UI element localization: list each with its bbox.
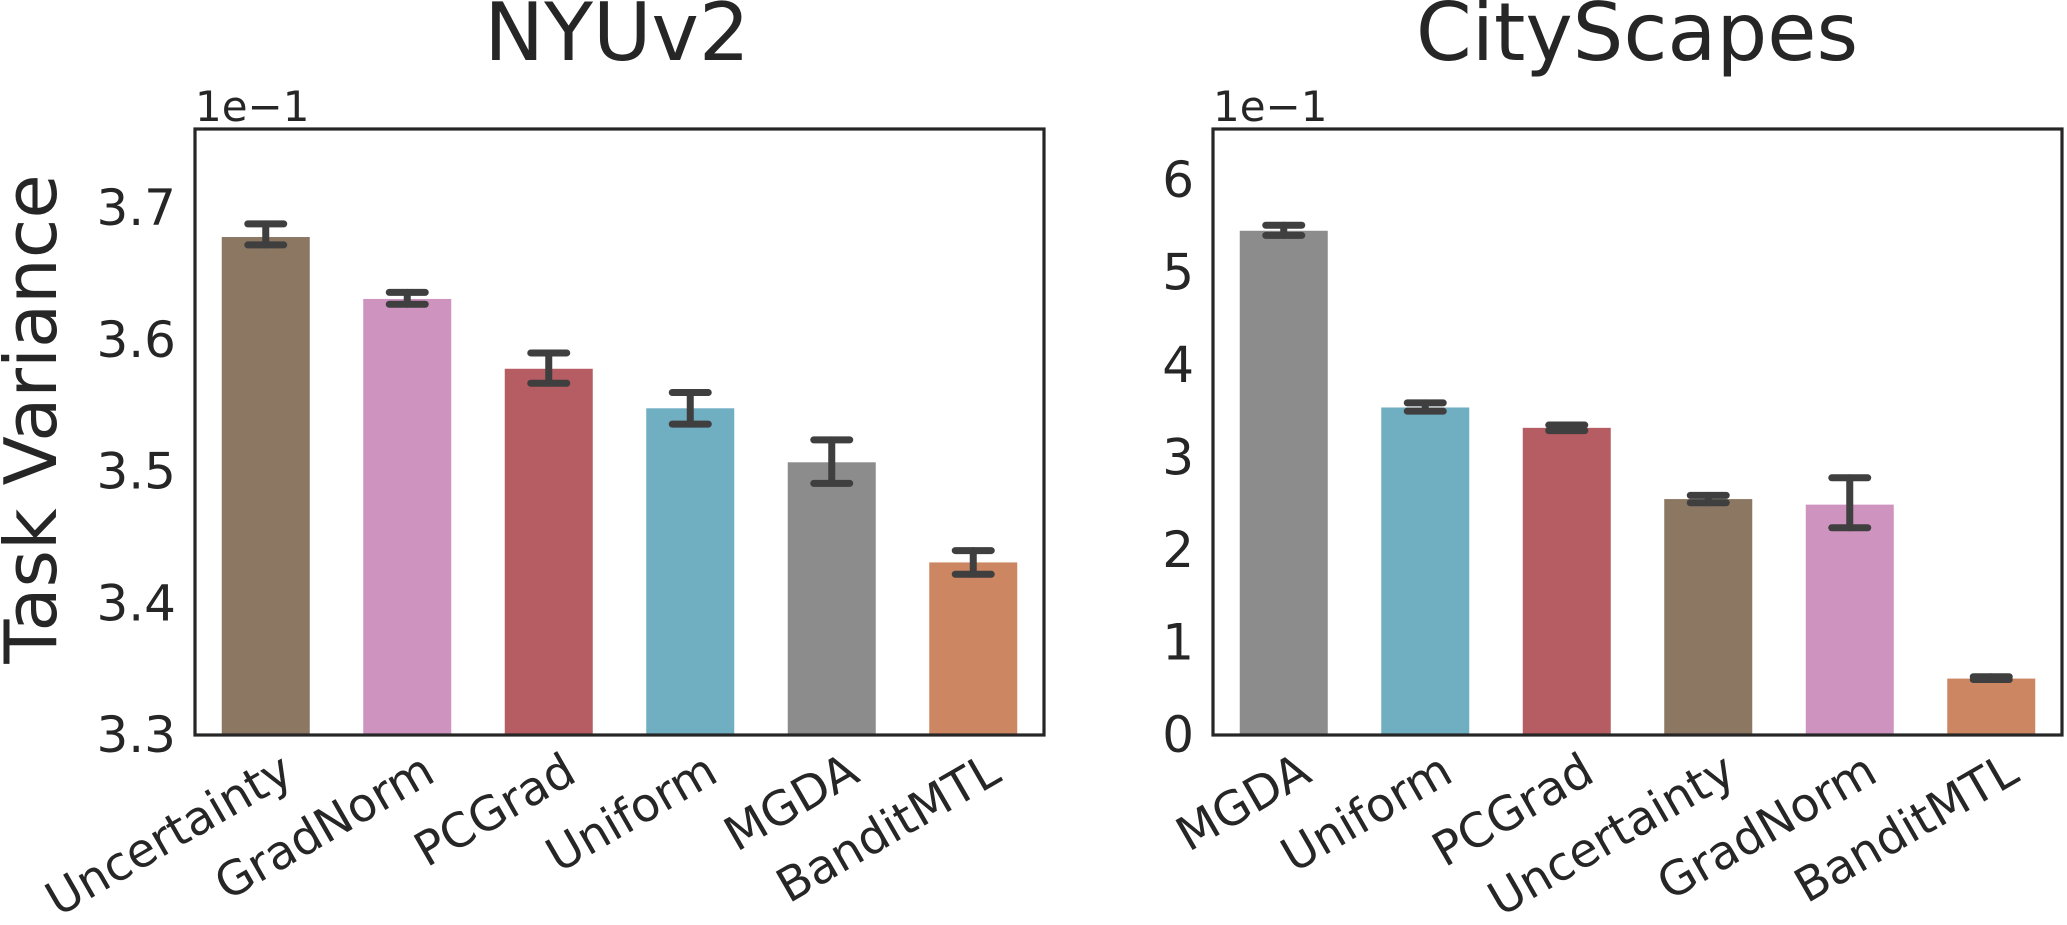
bar-uncertainty bbox=[1664, 499, 1753, 735]
chart-panel-nyuv2: NYUv2 Task Variance 1e−1 3.3 3.4 3.5 3.6 3.7… bbox=[0, 0, 1046, 925]
y-tick-label: 3.7 bbox=[96, 179, 176, 237]
x-ticks-nyuv2: UncertaintyGradNormPCGradUniformMGDABand… bbox=[36, 743, 1009, 925]
y-ticks-nyuv2: 3.3 3.4 3.5 3.6 3.7 bbox=[96, 179, 176, 764]
y-tick-label: 3.5 bbox=[96, 443, 176, 501]
y-tick-label: 3.3 bbox=[96, 706, 176, 764]
y-tick-label: 2 bbox=[1162, 521, 1194, 579]
y-offset-label-cityscapes: 1e−1 bbox=[1213, 82, 1327, 131]
error-bar-mgda bbox=[1262, 221, 1306, 239]
y-tick-label: 6 bbox=[1162, 151, 1194, 209]
error-bar-mgda bbox=[810, 436, 854, 487]
error-bar-pcgrad bbox=[527, 349, 571, 387]
chart-title-nyuv2: NYUv2 bbox=[484, 0, 750, 79]
y-tick-label: 3.4 bbox=[96, 574, 176, 632]
error-bar-uniform bbox=[668, 388, 712, 428]
x-ticks-cityscapes: MGDAUniformPCGradUncertaintyGradNormBand… bbox=[1167, 743, 2027, 925]
error-bar-gradnorm bbox=[385, 288, 429, 308]
bar-gradnorm bbox=[363, 298, 452, 735]
error-bar-gradnorm bbox=[1828, 474, 1872, 532]
chart-title-cityscapes: CityScapes bbox=[1416, 0, 1858, 79]
bar-pcgrad bbox=[504, 368, 593, 735]
bar-gradnorm bbox=[1805, 504, 1894, 735]
y-tick-label: 3.6 bbox=[96, 311, 176, 369]
bar-mgda bbox=[787, 462, 876, 735]
error-bar-banditmtl bbox=[1969, 673, 2013, 683]
error-bar-uncertainty bbox=[1686, 491, 1730, 507]
plot-frame-cityscapes bbox=[1211, 127, 2064, 737]
bar-uniform bbox=[1381, 407, 1470, 735]
y-offset-label-nyuv2: 1e−1 bbox=[195, 82, 309, 131]
error-bar-pcgrad bbox=[1545, 421, 1589, 435]
bar-uniform bbox=[646, 408, 735, 735]
y-axis-label: Task Variance bbox=[0, 174, 73, 664]
y-tick-label: 1 bbox=[1162, 613, 1194, 671]
chart-panel-cityscapes: CityScapes 1e−1 0 1 2 3 4 5 6 MGDAUniformPCGra… bbox=[1162, 0, 2064, 925]
bar-mgda bbox=[1239, 230, 1328, 735]
error-bars-cityscapes bbox=[1262, 221, 2013, 683]
bar-pcgrad bbox=[1522, 427, 1611, 735]
bar-banditmtl bbox=[929, 562, 1018, 735]
bar-uncertainty bbox=[221, 237, 310, 735]
y-tick-label: 3 bbox=[1162, 428, 1194, 486]
y-ticks-cityscapes: 0 1 2 3 4 5 6 bbox=[1162, 151, 1194, 764]
plot-frame-nyuv2 bbox=[193, 127, 1046, 737]
error-bar-uncertainty bbox=[244, 220, 288, 249]
error-bar-uniform bbox=[1403, 399, 1447, 415]
bar-banditmtl bbox=[1947, 678, 2036, 735]
y-tick-label: 4 bbox=[1162, 336, 1194, 394]
bars-nyuv2 bbox=[221, 237, 1018, 735]
y-tick-label: 5 bbox=[1162, 243, 1194, 301]
error-bar-banditmtl bbox=[951, 547, 995, 578]
y-tick-label: 0 bbox=[1162, 706, 1194, 764]
error-bars-nyuv2 bbox=[244, 220, 995, 578]
bars-cityscapes bbox=[1239, 230, 2036, 735]
